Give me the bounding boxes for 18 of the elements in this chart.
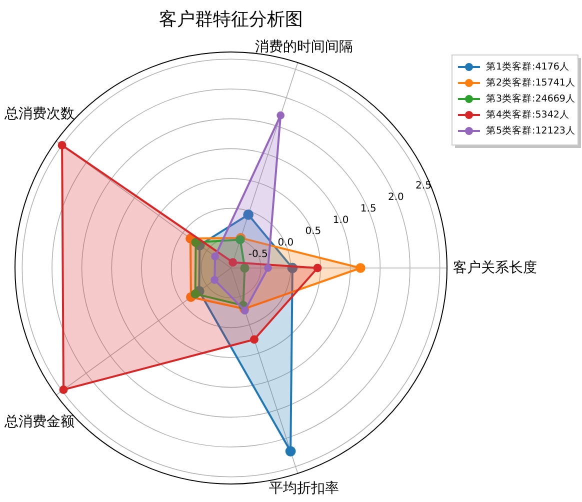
y-tick-label: 2.5 bbox=[416, 180, 432, 192]
y-tick-label: 1.0 bbox=[332, 214, 349, 226]
y-tick-label: -0.5 bbox=[248, 249, 268, 260]
chart-title: 客户群特征分析图 bbox=[159, 8, 303, 30]
y-tick-label: 1.5 bbox=[360, 203, 376, 214]
legend-label: 第1类客群:4176人 bbox=[486, 60, 570, 73]
spoke-label: 平均折扣率 bbox=[269, 480, 340, 496]
legend-label: 第5类客群:12123人 bbox=[486, 124, 576, 137]
spoke-label: 总消费金额 bbox=[3, 414, 74, 430]
spoke-label: 消费的时间间隔 bbox=[255, 39, 354, 56]
legend-label: 第4类客群:5342人 bbox=[486, 108, 570, 121]
y-tick-label: 0.0 bbox=[278, 238, 294, 249]
spoke-label: 总消费次数 bbox=[3, 106, 74, 122]
spoke-label: 客户关系长度 bbox=[453, 260, 537, 276]
y-tick-label: 0.5 bbox=[305, 226, 322, 238]
y-tick-label: 2.0 bbox=[388, 192, 404, 203]
legend-label: 第2类客群:15741人 bbox=[486, 76, 576, 89]
legend-label: 第3类客群:24669人 bbox=[486, 92, 576, 105]
